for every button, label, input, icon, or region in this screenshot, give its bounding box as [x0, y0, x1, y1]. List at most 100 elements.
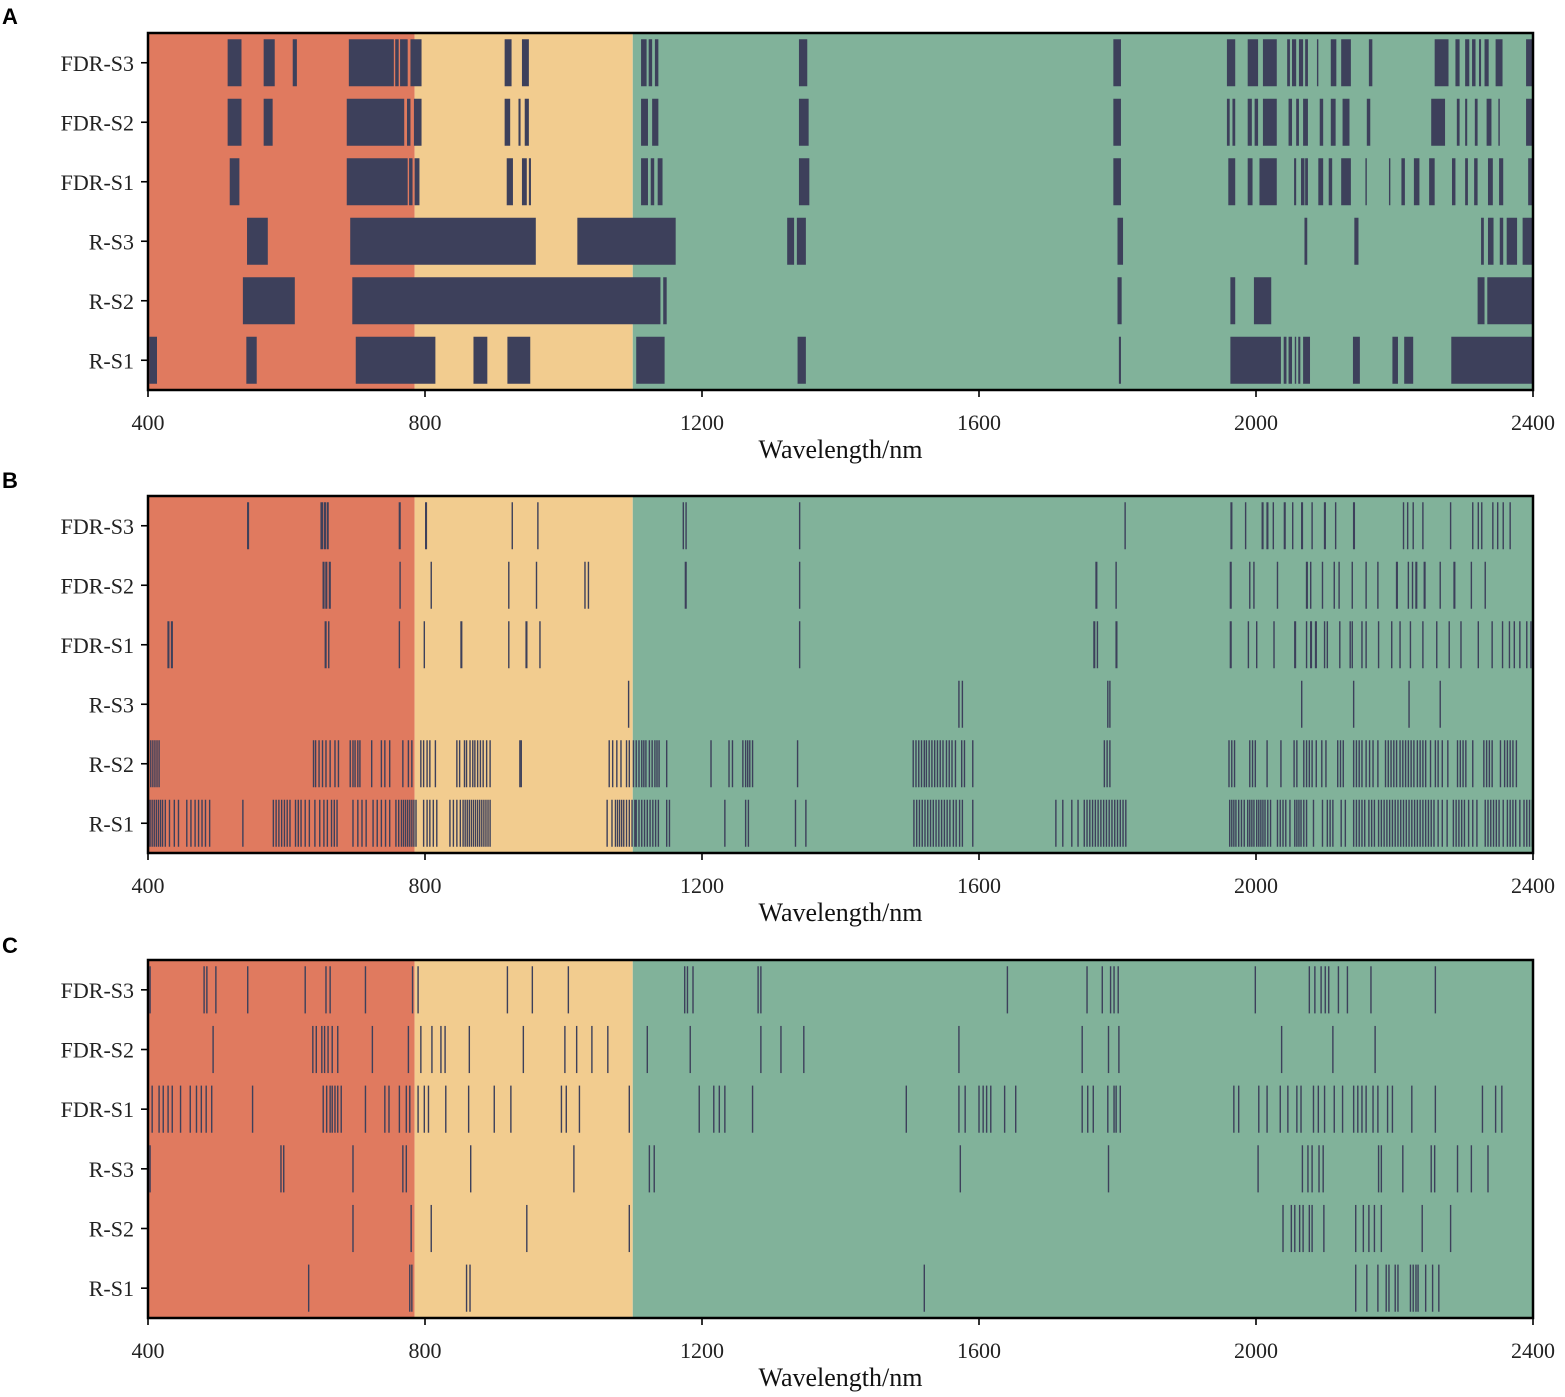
band-group [149, 966, 1503, 1312]
selected-band [361, 799, 363, 847]
selected-band [798, 502, 801, 550]
selected-band [325, 966, 327, 1014]
y-axis: FDR-S3 FDR-S2 FDR-S1 R-S3 R-S2 R-S1 [61, 51, 148, 373]
selected-band [399, 561, 401, 609]
selected-band [1266, 740, 1268, 788]
selected-band [961, 680, 964, 728]
selected-band [1229, 621, 1232, 669]
selected-band [407, 740, 410, 788]
selected-band [352, 277, 661, 325]
selected-band [1512, 799, 1514, 847]
selected-band [1498, 98, 1500, 146]
selected-band [1377, 799, 1380, 847]
selected-band [1372, 740, 1374, 788]
selected-band [1412, 502, 1414, 550]
selected-band [1308, 740, 1311, 788]
selected-band [423, 621, 426, 669]
selected-band [194, 799, 196, 847]
selected-band [1503, 740, 1506, 788]
selected-band [170, 621, 173, 669]
selected-band [1249, 561, 1251, 609]
x-tick-label: 400 [132, 410, 165, 435]
selected-band [935, 799, 937, 847]
selected-band [948, 740, 950, 788]
selected-band [913, 799, 915, 847]
selected-band [1358, 799, 1360, 847]
selected-band [1305, 799, 1308, 847]
selected-band [643, 799, 646, 847]
selected-band [422, 740, 425, 788]
selected-band [958, 680, 960, 728]
selected-band [409, 1085, 411, 1133]
selected-band [1456, 740, 1459, 788]
selected-band [1062, 799, 1064, 847]
selected-band [314, 799, 316, 847]
selected-band [444, 1025, 446, 1074]
selected-band [431, 1025, 433, 1074]
selected-band [479, 740, 482, 788]
selected-band [1342, 740, 1344, 788]
selected-band [757, 966, 759, 1014]
selected-band [1276, 561, 1279, 609]
region-nir [414, 960, 633, 1318]
selected-band [483, 799, 485, 847]
selected-band [1492, 799, 1495, 847]
selected-band [195, 1085, 198, 1133]
selected-band [915, 740, 917, 788]
selected-band [1506, 217, 1518, 265]
selected-band [638, 740, 640, 788]
selected-band [1247, 158, 1253, 206]
selected-band [251, 1085, 254, 1133]
selected-band [508, 561, 510, 609]
selected-band [1311, 502, 1313, 550]
selected-band [352, 740, 354, 788]
selected-band [1448, 621, 1450, 669]
selected-band [469, 740, 471, 788]
selected-band [1323, 621, 1326, 669]
selected-band [1397, 799, 1399, 847]
selected-band [1485, 740, 1488, 788]
selected-band [400, 39, 408, 87]
selected-band [462, 799, 464, 847]
selected-band [1228, 799, 1231, 847]
selected-band [1115, 1085, 1117, 1133]
selected-band [334, 740, 336, 788]
selected-band [1365, 740, 1367, 788]
selected-band [564, 1025, 566, 1074]
selected-band [1499, 217, 1504, 265]
selected-band [620, 740, 622, 788]
selected-band [958, 799, 961, 847]
selected-band [1355, 1204, 1357, 1253]
selected-band [151, 1085, 153, 1133]
selected-band [1433, 1145, 1436, 1193]
selected-band [1312, 799, 1315, 847]
selected-band [573, 1145, 575, 1193]
selected-band [1311, 1204, 1313, 1253]
selected-band [710, 740, 712, 788]
selected-band [1470, 1145, 1473, 1193]
selected-band [1310, 621, 1313, 669]
selected-band [1118, 336, 1121, 384]
selected-band [1439, 680, 1441, 728]
selected-band [1384, 740, 1387, 788]
selected-band [409, 799, 411, 847]
selected-band [915, 799, 918, 847]
selected-band [1365, 1085, 1367, 1133]
selected-band [474, 740, 476, 788]
selected-band [1231, 740, 1233, 788]
selected-band [1305, 561, 1308, 609]
selected-band [1499, 740, 1502, 788]
selected-band [459, 799, 462, 847]
selected-band [417, 966, 419, 1014]
selected-band [1097, 799, 1099, 847]
selected-band [1421, 1204, 1423, 1253]
selected-band [1094, 799, 1097, 847]
selected-band [434, 740, 437, 788]
selected-band [1317, 1085, 1320, 1133]
selected-band [1111, 799, 1113, 847]
x-tick-label: 2000 [1234, 873, 1278, 898]
y-tick-label: FDR-S2 [61, 573, 134, 598]
selected-band [208, 799, 211, 847]
selected-band [405, 1085, 408, 1133]
selected-band [718, 1085, 721, 1133]
